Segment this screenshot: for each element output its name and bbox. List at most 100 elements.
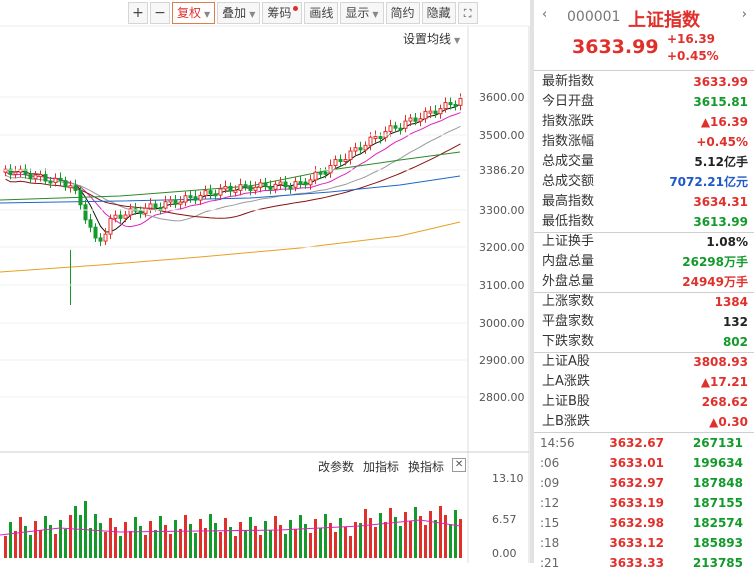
divider bbox=[534, 352, 754, 353]
tick-price: 3632.98 bbox=[609, 516, 664, 530]
candle-body bbox=[28, 174, 33, 180]
stat-value: 3634.31 bbox=[693, 195, 748, 209]
hide-button[interactable]: 隐藏 bbox=[421, 2, 456, 24]
draw-line-button[interactable]: 画线 bbox=[304, 2, 339, 24]
chevron-down-icon: ▼ bbox=[372, 10, 379, 19]
volume-bar bbox=[59, 520, 62, 558]
candle-body bbox=[428, 110, 433, 114]
volume-bar bbox=[139, 526, 142, 558]
candle-body bbox=[38, 174, 43, 178]
candle-body bbox=[218, 188, 223, 196]
volume-bar bbox=[179, 529, 182, 558]
candle-body bbox=[368, 136, 373, 146]
set-ma-button[interactable]: 设置均线 ▼ bbox=[403, 30, 460, 47]
stat-label: 上A涨跌 bbox=[542, 374, 590, 389]
overlay-label: 叠加 bbox=[222, 6, 247, 20]
candle-body bbox=[333, 159, 338, 166]
change-params-button[interactable]: 改参数 bbox=[318, 460, 355, 474]
kline-chart[interactable]: 3600.00 3500.00 3386.20 3300.00 3200.00 3100.… bbox=[0, 0, 530, 563]
volume-bar bbox=[69, 515, 72, 558]
zoom-out-button[interactable]: − bbox=[150, 2, 170, 24]
candle-body bbox=[73, 185, 78, 191]
volume-bar bbox=[159, 516, 162, 558]
candle-body bbox=[113, 214, 118, 219]
volume-bar bbox=[319, 528, 322, 558]
stat-row: 上A涨跌 ▲17.21 bbox=[534, 372, 754, 392]
price-tick-label: 3200.00 bbox=[479, 241, 525, 254]
stat-label: 最低指数 bbox=[542, 214, 595, 229]
fullscreen-button[interactable]: ⛶ bbox=[457, 2, 478, 24]
tick-time: :09 bbox=[540, 476, 560, 490]
arrow-right-icon[interactable]: › bbox=[741, 7, 747, 22]
candle-body bbox=[143, 207, 148, 214]
fuquan-dropdown[interactable]: 复权 ▼ bbox=[172, 2, 216, 24]
candle-body bbox=[58, 177, 63, 182]
volume-bar bbox=[109, 518, 112, 558]
candle-body bbox=[148, 203, 153, 209]
stat-value: 802 bbox=[722, 335, 748, 349]
chips-label: 筹码 bbox=[267, 6, 292, 20]
candle-body bbox=[158, 207, 163, 211]
tick-time: :18 bbox=[540, 536, 560, 550]
panel-divider[interactable] bbox=[530, 0, 534, 563]
hide-label: 隐藏 bbox=[426, 6, 451, 20]
stat-value: 3633.99 bbox=[693, 75, 748, 89]
candle-body bbox=[118, 214, 123, 219]
price-tick-label: 3386.20 bbox=[479, 164, 525, 177]
arrow-left-icon[interactable]: ‹ bbox=[542, 7, 548, 22]
tick-price: 3633.33 bbox=[609, 556, 664, 570]
ma60-line bbox=[0, 151, 461, 201]
stat-row: 上证换手 1.08% bbox=[534, 232, 754, 252]
switch-indicator-button[interactable]: 换指标 bbox=[408, 460, 445, 474]
candle-body bbox=[453, 104, 458, 108]
volume-bar bbox=[444, 515, 447, 558]
tick-volume: 187155 bbox=[692, 496, 743, 510]
kline-chart-panel[interactable]: 3600.00 3500.00 3386.20 3300.00 3200.00 3100.… bbox=[0, 0, 530, 563]
candle-body bbox=[128, 208, 133, 216]
candle-body bbox=[213, 193, 218, 197]
chips-button[interactable]: 筹码 bbox=[262, 2, 303, 24]
tick-price: 3633.19 bbox=[609, 496, 664, 510]
candle-body bbox=[3, 168, 8, 173]
add-indicator-button[interactable]: 加指标 bbox=[363, 460, 400, 474]
tick-price: 3632.67 bbox=[609, 436, 664, 450]
candle-body bbox=[153, 203, 158, 209]
stat-value: 3808.93 bbox=[693, 355, 748, 369]
simple-mode-button[interactable]: 简约 bbox=[385, 2, 420, 24]
tick-time: 14:56 bbox=[540, 436, 575, 450]
overlay-dropdown[interactable]: 叠加 ▼ bbox=[217, 2, 261, 24]
tick-volume: 185893 bbox=[692, 536, 743, 550]
candle-body bbox=[283, 181, 288, 188]
candle-body bbox=[388, 125, 393, 132]
volume-bar bbox=[234, 536, 237, 558]
volume-axis: 13.10 6.57 0.00 bbox=[492, 472, 524, 560]
tick-row: :18 3633.12 185893 bbox=[534, 533, 754, 553]
candle-body bbox=[378, 136, 383, 140]
stat-label: 内盘总量 bbox=[542, 254, 595, 269]
chart-toolbar: + − 复权 ▼ 叠加 ▼ 筹码 画线 显示 ▼ 简约 隐藏 ⛶ bbox=[128, 2, 480, 24]
candle-body bbox=[438, 108, 443, 115]
volume-bar bbox=[329, 523, 332, 558]
stat-label: 上证换手 bbox=[542, 234, 595, 249]
tick-volume: 187848 bbox=[692, 476, 743, 490]
candle-body bbox=[363, 144, 368, 151]
candle-body bbox=[298, 181, 303, 185]
zoom-in-button[interactable]: + bbox=[128, 2, 148, 24]
price-tick-label: 2800.00 bbox=[479, 391, 525, 404]
volume-bar bbox=[284, 534, 287, 558]
volume-bar bbox=[49, 525, 52, 558]
volume-bar bbox=[204, 528, 207, 558]
close-icon[interactable]: ✕ bbox=[452, 458, 467, 472]
volume-bar bbox=[184, 515, 187, 558]
index-change: +16.39 bbox=[667, 32, 716, 46]
ma20-line bbox=[5, 125, 461, 222]
display-dropdown[interactable]: 显示 ▼ bbox=[340, 2, 384, 24]
candle-body bbox=[93, 226, 98, 239]
price-tick-label: 3300.00 bbox=[479, 204, 525, 217]
price-tick-label: 3600.00 bbox=[479, 91, 525, 104]
divider bbox=[534, 70, 754, 71]
candle-body bbox=[173, 199, 178, 205]
candle-body bbox=[448, 102, 453, 106]
volume-bar bbox=[264, 521, 267, 558]
stat-row: 下跌家数 802 bbox=[534, 332, 754, 352]
